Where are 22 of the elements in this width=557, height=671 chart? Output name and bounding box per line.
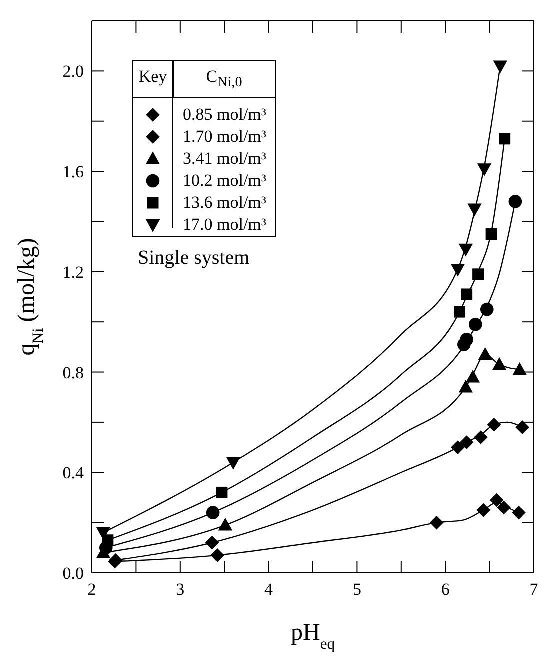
x-tick-label: 5 bbox=[352, 580, 362, 600]
y-tick-label: 1.2 bbox=[62, 262, 84, 282]
legend-label: 1.70 mol/m³ bbox=[182, 127, 268, 148]
x-tick-label: 3 bbox=[176, 580, 185, 600]
y-tick-label: 0.0 bbox=[62, 564, 84, 584]
legend-label: 13.6 mol/m³ bbox=[182, 193, 268, 214]
y-tick-label: 0.4 bbox=[62, 464, 84, 483]
x-tick-label: 6 bbox=[441, 580, 450, 600]
legend-title: C$_{Ni,0}$ bbox=[205, 66, 244, 92]
y-tick-label: 2.0 bbox=[62, 62, 84, 82]
legend-label: 3.41 mol/m³ bbox=[182, 149, 268, 170]
y-tick-label: 1.6 bbox=[62, 162, 84, 182]
annotation: Single system bbox=[138, 247, 251, 270]
x-axis-title: pH$_{eq}$ bbox=[290, 620, 336, 652]
legend-label: 17.0 mol/m³ bbox=[182, 215, 268, 236]
legend-label: 0.85 mol/m³ bbox=[182, 105, 268, 126]
annotation: Key bbox=[133, 61, 174, 98]
x-tick-label: 2 bbox=[88, 580, 96, 600]
x-tick-label: 4 bbox=[264, 580, 274, 600]
x-tick-label: 7 bbox=[530, 580, 539, 600]
y-tick-label: 0.8 bbox=[62, 363, 84, 382]
legend-label: 10.2 mol/m³ bbox=[182, 171, 268, 192]
